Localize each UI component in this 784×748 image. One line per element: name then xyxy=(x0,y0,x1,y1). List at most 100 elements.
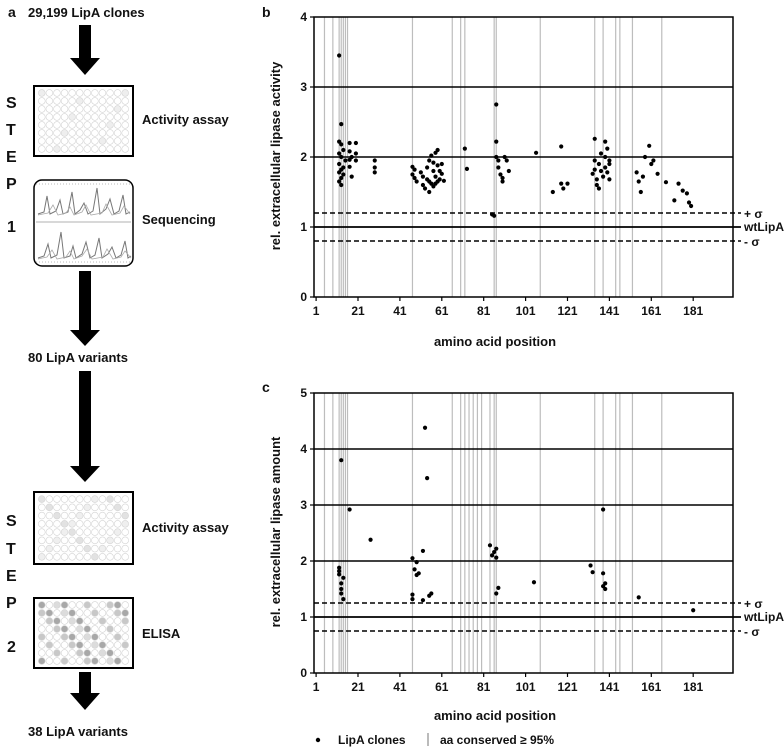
plate-well xyxy=(121,97,129,105)
plate-well xyxy=(68,536,76,545)
data-point xyxy=(337,151,342,156)
plate-well xyxy=(45,601,54,609)
plate-well xyxy=(68,97,76,105)
plate-well xyxy=(106,89,114,97)
x-tick-label: 1 xyxy=(313,680,320,694)
plate-well xyxy=(91,617,99,625)
plate-well xyxy=(76,641,84,649)
data-point xyxy=(427,189,432,195)
data-point xyxy=(437,177,442,182)
plate-well xyxy=(68,129,76,137)
plate-well xyxy=(68,617,76,625)
plate-well xyxy=(113,657,122,665)
plate-well xyxy=(53,105,61,113)
data-point xyxy=(565,181,570,186)
y-tick-label: 1 xyxy=(300,220,307,234)
data-point xyxy=(531,580,537,585)
step2-letter: P xyxy=(6,595,17,612)
well-plate-icon xyxy=(33,491,134,565)
plate-well xyxy=(106,625,114,633)
plate-well xyxy=(121,89,129,97)
plate-well xyxy=(76,544,84,553)
x-tick-label: 61 xyxy=(435,304,449,318)
data-point xyxy=(605,170,610,175)
plate-well xyxy=(38,495,46,503)
plate-well xyxy=(91,536,99,545)
data-point xyxy=(439,161,444,167)
plate-well xyxy=(53,553,61,561)
plate-well xyxy=(68,113,76,121)
plate-well xyxy=(106,520,114,528)
data-point xyxy=(341,596,346,602)
y-tick-label: 3 xyxy=(300,80,307,94)
data-point xyxy=(588,563,593,568)
plate-well xyxy=(106,633,114,641)
data-point xyxy=(684,191,690,196)
plate-well xyxy=(38,617,46,625)
arrow-head-2 xyxy=(70,330,100,346)
plate-well xyxy=(53,625,61,633)
plate-well xyxy=(60,89,69,97)
plate-well xyxy=(106,617,114,625)
plate-well xyxy=(83,657,91,665)
plate-well xyxy=(76,113,84,121)
data-point xyxy=(410,596,415,602)
data-point xyxy=(494,591,499,596)
data-point xyxy=(420,174,426,179)
plate-well xyxy=(76,601,84,609)
plate-well xyxy=(45,633,54,641)
plate-well xyxy=(106,657,114,665)
x-tick-label: 101 xyxy=(516,304,536,318)
data-point xyxy=(372,170,377,175)
plate-well xyxy=(83,553,91,561)
plate-well xyxy=(76,495,84,503)
plate-well xyxy=(68,601,76,609)
plate-well xyxy=(106,129,114,137)
panel-b-xlabel: amino acid position xyxy=(434,334,556,349)
data-point xyxy=(429,153,434,158)
plate-well xyxy=(91,553,99,561)
plate-well xyxy=(38,105,46,113)
plate-well xyxy=(106,113,114,121)
plate-well xyxy=(38,657,46,665)
plate-well xyxy=(38,528,46,536)
data-point xyxy=(339,142,344,147)
plate-well xyxy=(60,633,69,641)
data-point xyxy=(647,143,652,148)
plate-well xyxy=(45,511,54,520)
plate-well xyxy=(68,657,76,665)
plate-well xyxy=(121,129,129,137)
data-point xyxy=(607,161,612,167)
plate-well xyxy=(98,553,107,561)
step2-activity-assay-label: Activity assay xyxy=(142,520,229,535)
data-point xyxy=(559,181,564,186)
panel-b: b rel. extracellular lipase activity 012… xyxy=(262,4,784,349)
data-point xyxy=(691,608,696,613)
plate-well xyxy=(98,121,107,129)
plate-well xyxy=(91,97,99,105)
plate-well xyxy=(121,617,129,625)
plate-well xyxy=(45,641,54,649)
data-point xyxy=(347,164,352,169)
plate-well xyxy=(38,137,46,145)
legend: LipA clones aa conserved ≥ 95% xyxy=(315,733,554,747)
data-point xyxy=(337,572,342,577)
plate-well xyxy=(106,511,114,520)
panel-b-label: b xyxy=(262,4,271,20)
start-count-text: 29,199 LipA clones xyxy=(28,5,145,20)
data-point xyxy=(689,203,694,209)
data-point xyxy=(347,507,352,512)
legend-dot-marker xyxy=(315,737,321,743)
sigma-minus-label: - σ xyxy=(744,625,760,639)
data-point xyxy=(349,174,354,179)
plate-well xyxy=(68,89,76,97)
data-point xyxy=(341,575,346,580)
plate-well xyxy=(76,617,84,625)
plate-well xyxy=(76,625,84,633)
arrow-shaft-3 xyxy=(79,371,91,467)
plate-well xyxy=(121,553,129,561)
plate-well xyxy=(113,97,122,105)
plate-well xyxy=(121,121,129,129)
plate-well xyxy=(113,617,122,625)
end-count-text: 38 LipA variants xyxy=(28,724,128,739)
